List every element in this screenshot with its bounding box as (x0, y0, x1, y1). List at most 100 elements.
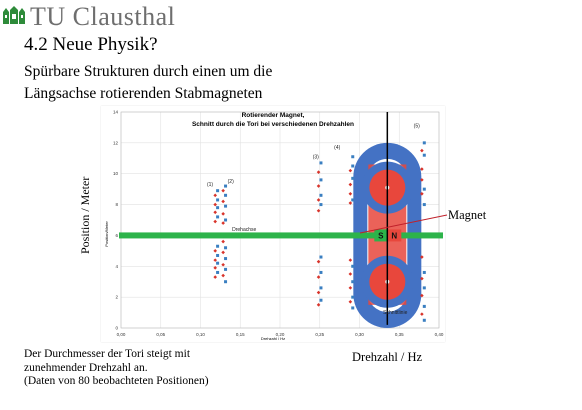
x-tick-label: 0,40 (435, 332, 444, 337)
blue-square-point (224, 204, 228, 208)
magnet-n-letter: N (391, 231, 397, 240)
blue-square-point (224, 257, 228, 261)
blue-square-point (224, 280, 228, 284)
blue-square-point (216, 261, 220, 265)
blue-square-point (216, 189, 220, 193)
x-tick-label: 0,15 (236, 332, 245, 337)
red-diamond-point (213, 210, 217, 215)
x-tick-label: 0,20 (276, 332, 285, 337)
red-diamond-point (221, 262, 225, 267)
red-diamond-point (420, 312, 424, 316)
red-diamond-point (348, 182, 353, 187)
red-diamond-point (221, 239, 225, 244)
drehzahl-axis-label: Drehzahl / Hz (352, 350, 423, 364)
red-diamond-point (348, 258, 353, 262)
red-diamond-point (213, 202, 217, 207)
red-diamond-point (348, 286, 353, 290)
chart-y-label: Position/Meter (104, 221, 109, 247)
red-diamond-point (213, 266, 217, 270)
annotations: Drehachse Schnittlinie (1) (2) (3) (4) (5) (207, 123, 420, 316)
red-diamond-point (316, 275, 321, 279)
blue-square-point (216, 244, 220, 248)
chart-title-line-2: Schnitt durch die Tori bei verschiedenen… (192, 121, 354, 128)
blue-square-point (216, 270, 220, 274)
blue-square-point (422, 187, 426, 191)
red-diamond-point (316, 170, 321, 174)
blue-square-point (224, 246, 228, 250)
blue-square-point (216, 206, 220, 210)
red-diamond-point (316, 303, 321, 307)
y-tick-label: 10 (113, 171, 119, 176)
red-diamond-point (213, 219, 217, 224)
blue-square-point (319, 298, 323, 302)
y-tick-label: 12 (113, 140, 119, 145)
tu-clausthal-logo-icon (1, 4, 27, 26)
red-diamond-point (348, 191, 353, 196)
blue-square-point (422, 270, 426, 274)
institution-name: TU Clausthal (30, 2, 176, 31)
y-tick-label: 14 (113, 110, 119, 115)
position-axis-label: Position / Meter (78, 176, 92, 254)
red-diamond-point (420, 276, 424, 281)
blue-square-point (319, 193, 323, 197)
red-diamond-point (221, 188, 225, 193)
x-tick-label: 0,10 (196, 332, 205, 337)
y-tick-label: 0 (115, 326, 118, 331)
blue-square-point (216, 198, 220, 202)
red-diamond-point (213, 275, 217, 279)
y-tick-label: 4 (115, 264, 118, 269)
red-diamond-point (348, 272, 353, 276)
red-diamond-point (213, 193, 217, 198)
blue-square-point (319, 178, 323, 182)
y-tick-label: 8 (115, 202, 118, 207)
red-diamond-point (348, 201, 353, 205)
x-tick-label: 0,00 (117, 332, 126, 337)
blue-square-point (224, 184, 228, 188)
magnet-label: Magnet (448, 208, 487, 222)
red-diamond-point (221, 199, 225, 204)
red-diamond-point (316, 208, 321, 213)
chart-annotation: Schnittlinie (383, 310, 407, 316)
red-diamond-point (316, 290, 321, 295)
blue-square-point (351, 176, 355, 180)
slide-title: 4.2 Neue Physik? (24, 34, 158, 55)
blue-square-point (224, 218, 228, 222)
red-diamond-point (221, 273, 225, 278)
note-line-3: (Daten von 80 beobachteten Positionen) (24, 375, 209, 387)
bottom-note: Der Durchmesser der Tori steigt mit zune… (24, 348, 209, 389)
blue-square-point (351, 155, 355, 159)
blue-square-point (351, 295, 355, 299)
blue-square-point (422, 318, 426, 322)
blue-square-point (422, 286, 426, 290)
chart-x-label: Drehzahl / Hz (261, 336, 285, 341)
red-diamond-point (221, 221, 225, 225)
red-diamond-point (420, 178, 424, 182)
blue-square-point (319, 255, 323, 259)
x-tick-label: 0,30 (355, 332, 364, 337)
blue-square-point (319, 161, 323, 165)
red-diamond-point (221, 212, 225, 216)
red-diamond-point (420, 191, 424, 196)
red-diamond-point (348, 299, 353, 304)
note-line-1: Der Durchmesser der Tori steigt mit (24, 348, 191, 360)
subtitle-line-2: Längsachse rotierenden Stabmagneten (24, 85, 263, 102)
blue-square-point (351, 306, 355, 310)
blue-square-point (422, 153, 426, 157)
magnet-s-letter: S (378, 231, 384, 240)
subtitle-line-1: Spürbare Strukturen durch einen um die (24, 63, 273, 80)
chart-annotation: Drehachse (232, 227, 256, 233)
y-tick-label: 6 (115, 233, 118, 238)
x-tick-label: 0,35 (395, 332, 404, 337)
blue-square-point (319, 286, 323, 290)
red-diamond-point (213, 258, 217, 262)
chart-annotation: (3) (313, 154, 319, 160)
chart-title-line-1: Rotierender Magnet, (242, 112, 305, 119)
red-diamond-point (348, 168, 353, 173)
red-diamond-point (316, 184, 321, 188)
red-diamond-point (316, 198, 321, 202)
chart-annotation: (4) (334, 145, 340, 151)
chart-frame: 0 2 4 6 8 10 12 14 0,00 0,05 0,10 0,15 0,20 0,25 0,30 0… (101, 106, 445, 342)
blue-square-point (351, 264, 355, 268)
blue-square-point (319, 270, 323, 274)
